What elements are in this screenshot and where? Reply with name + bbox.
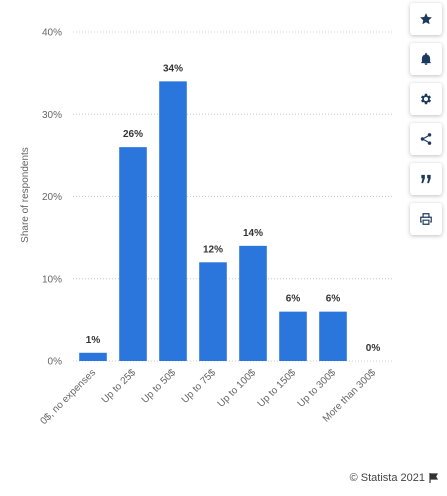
print-icon bbox=[420, 213, 432, 225]
y-tick-label: 40% bbox=[42, 28, 62, 39]
favorite-button[interactable] bbox=[410, 3, 442, 35]
y-tick-label: 30% bbox=[42, 110, 62, 121]
y-axis-ticks: 0% 10% 20% 30% 40% bbox=[42, 28, 62, 368]
data-label: 0% bbox=[366, 343, 381, 354]
data-label: 34% bbox=[163, 63, 183, 74]
copyright-text: © Statista 2021 bbox=[349, 472, 425, 484]
bar[interactable] bbox=[279, 311, 307, 361]
data-label: 26% bbox=[123, 129, 143, 140]
quote-icon bbox=[421, 174, 431, 184]
data-label: 12% bbox=[203, 244, 223, 255]
bars bbox=[79, 81, 347, 361]
bar[interactable] bbox=[239, 245, 267, 361]
notification-button[interactable] bbox=[410, 43, 442, 75]
share-icon bbox=[420, 133, 432, 145]
cite-button[interactable] bbox=[410, 163, 442, 195]
x-tick-label: 0$, no expenses bbox=[38, 367, 98, 427]
footer: © Statista 2021 bbox=[350, 472, 439, 484]
x-tick-label: Up to 75$ bbox=[180, 367, 219, 406]
y-tick-label: 20% bbox=[42, 192, 62, 203]
y-axis-label: Share of respondents bbox=[20, 147, 31, 243]
print-button[interactable] bbox=[410, 203, 442, 235]
bar[interactable] bbox=[119, 147, 147, 361]
flag-icon[interactable] bbox=[429, 473, 439, 483]
x-tick-label: Up to 50$ bbox=[140, 367, 179, 406]
bar[interactable] bbox=[79, 352, 107, 361]
data-label: 6% bbox=[326, 294, 341, 305]
y-tick-label: 10% bbox=[42, 274, 62, 285]
bar[interactable] bbox=[199, 262, 227, 361]
x-axis-ticks: 0$, no expenses Up to 25$ Up to 50$ Up to 7… bbox=[38, 367, 378, 427]
data-labels: 1% 26% 34% 12% 14% 6% 6% 0% bbox=[86, 63, 381, 354]
x-tick-label: Up to 25$ bbox=[100, 367, 139, 406]
y-tick-label: 0% bbox=[48, 357, 63, 368]
data-label: 14% bbox=[243, 228, 263, 239]
data-label: 1% bbox=[86, 335, 101, 346]
grid-lines bbox=[73, 31, 393, 362]
star-icon bbox=[420, 13, 432, 25]
gear-icon bbox=[420, 93, 432, 105]
x-tick-label: Up to 300$ bbox=[296, 367, 339, 410]
share-button[interactable] bbox=[410, 123, 442, 155]
bar[interactable] bbox=[319, 311, 347, 361]
x-tick-label: Up to 100$ bbox=[216, 367, 259, 410]
bell-icon bbox=[420, 52, 432, 65]
x-tick-label: Up to 150$ bbox=[256, 367, 299, 410]
data-label: 6% bbox=[286, 294, 301, 305]
chart-toolbar bbox=[410, 3, 444, 235]
settings-button[interactable] bbox=[410, 83, 442, 115]
bar[interactable] bbox=[159, 81, 187, 361]
